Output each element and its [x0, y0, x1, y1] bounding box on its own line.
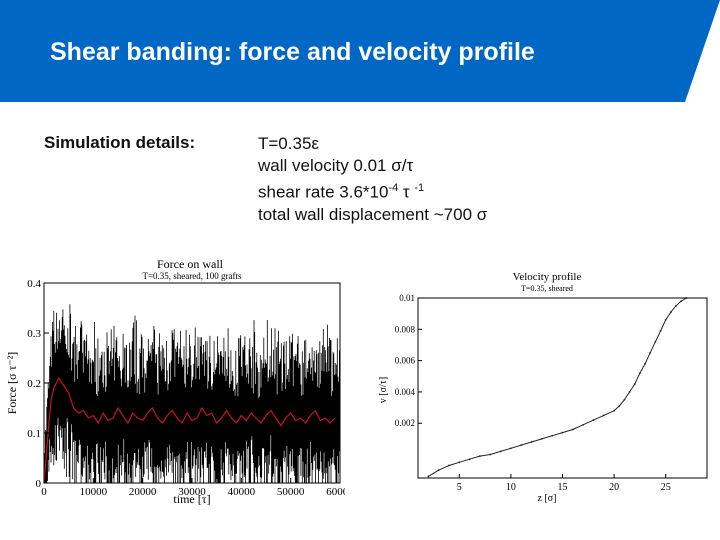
- velocity-point: [489, 453, 492, 456]
- detail-temperature: T=0.35ε: [258, 134, 319, 153]
- velocity-point: [509, 447, 512, 450]
- velocity-point: [530, 441, 533, 443]
- force-y-tick-label: 0.1: [27, 428, 41, 440]
- velocity-point: [633, 383, 636, 385]
- velocity-point: [551, 434, 554, 437]
- velocity-profile-chart: Velocity profile T=0.35, sheared 5 10 15 20…: [378, 271, 708, 504]
- velocity-x-tick-label: 10: [506, 482, 516, 493]
- force-noise-band: [43, 304, 340, 483]
- shear-rate-tau: τ: [398, 182, 415, 202]
- force-y-label: Force [σ τ⁻²]: [5, 352, 19, 415]
- velocity-point: [649, 351, 652, 354]
- velocity-point: [618, 405, 621, 407]
- detail-wall-velocity: wall velocity 0.01 σ/τ: [258, 156, 414, 175]
- header-banner: Shear banding: force and velocity profil…: [0, 0, 720, 102]
- velocity-point: [592, 419, 595, 421]
- velocity-point: [669, 311, 672, 313]
- velocity-y-tick-label: 0.006: [395, 356, 416, 366]
- velocity-point: [427, 475, 430, 478]
- velocity-point: [680, 300, 683, 303]
- details-label: Simulation details:: [44, 133, 196, 152]
- force-y-tick-label: 0.2: [27, 378, 41, 390]
- force-x-tick-label: 40000: [228, 486, 256, 498]
- velocity-y-tick-label: 0.01: [399, 293, 415, 303]
- force-chart-subtitle: T=0.35, sheared, 100 grafts: [142, 271, 242, 281]
- velocity-chart-subtitle: T=0.35, sheared: [521, 284, 573, 293]
- details-block: T=0.35ε wall velocity 0.01 σ/τ shear rat…: [258, 133, 487, 226]
- velocity-point: [644, 362, 646, 365]
- force-x-tick-label: 30000: [178, 486, 206, 498]
- velocity-point: [458, 461, 461, 464]
- velocity-line: [428, 297, 687, 477]
- shear-rate-exponent-1: -4: [388, 182, 399, 194]
- velocity-point: [571, 428, 574, 431]
- velocity-x-tick-label: 15: [558, 482, 568, 493]
- velocity-point: [437, 469, 440, 472]
- velocity-point: [664, 319, 667, 321]
- velocity-point: [468, 458, 471, 461]
- velocity-x-label: z [σ]: [538, 493, 557, 504]
- force-noise-trace: [43, 304, 340, 483]
- force-mean-line: [43, 376, 336, 484]
- velocity-point: [499, 450, 502, 453]
- force-x-tick-label: 0: [41, 486, 47, 498]
- force-y-tick-label: 0.3: [27, 328, 41, 340]
- detail-shear-rate: shear rate 3.6*10-4 τ -1: [258, 177, 487, 204]
- velocity-y-tick-label: 0.002: [395, 418, 415, 428]
- velocity-point: [659, 329, 662, 332]
- force-chart-title: Force on wall: [157, 257, 224, 271]
- velocity-y-label: v [σ/τ]: [378, 377, 389, 403]
- velocity-point: [654, 340, 657, 343]
- velocity-points: [427, 297, 688, 478]
- detail-displacement: total wall displacement ~700 σ: [258, 204, 488, 224]
- shear-rate-prefix: shear rate 3.6*10: [258, 182, 389, 202]
- velocity-point: [520, 444, 523, 447]
- force-y-tick-label: 0: [36, 478, 42, 490]
- velocity-x-tick-label: 20: [609, 482, 619, 493]
- velocity-point: [540, 437, 543, 440]
- velocity-point: [613, 409, 616, 412]
- force-x-tick-label: 10000: [80, 486, 108, 498]
- force-x-tick-label: 20000: [129, 486, 157, 498]
- velocity-point: [623, 398, 626, 401]
- velocity-point: [479, 455, 481, 457]
- velocity-x-tick-label: 5: [457, 482, 462, 493]
- slide-title: Shear banding: force and velocity profil…: [50, 38, 535, 66]
- shear-rate-exponent-2: -1: [414, 182, 425, 194]
- velocity-y-ticks: 0.002 0.004 0.006 0.008 0.01: [395, 293, 422, 428]
- force-y-tick-label: 0.4: [27, 278, 41, 290]
- velocity-y-tick-label: 0.008: [395, 324, 416, 334]
- velocity-point: [639, 372, 641, 375]
- velocity-point: [561, 431, 564, 434]
- force-y-ticks: 0 0.1 0.2 0.3 0.4: [27, 278, 49, 490]
- velocity-point: [628, 391, 631, 393]
- velocity-x-tick-label: 25: [661, 482, 671, 493]
- velocity-point: [602, 414, 605, 417]
- velocity-point: [675, 304, 677, 307]
- force-x-label: time [τ]: [173, 492, 210, 505]
- velocity-x-ticks: 5 10 15 20 25: [457, 474, 671, 493]
- velocity-y-tick-label: 0.004: [395, 387, 416, 397]
- velocity-point: [448, 464, 450, 467]
- force-x-tick-label: 50000: [277, 486, 305, 498]
- velocity-chart-title: Velocity profile: [513, 271, 582, 283]
- velocity-point: [582, 423, 585, 426]
- force-on-wall-chart: Force on wall T=0.35, sheared, 100 graft…: [5, 257, 345, 505]
- header-background: [0, 0, 720, 102]
